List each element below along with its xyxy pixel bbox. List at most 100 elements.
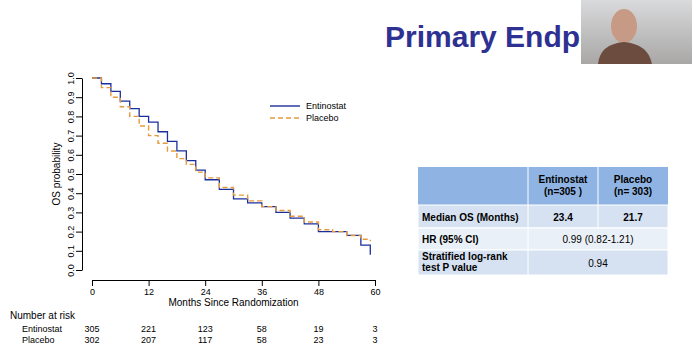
table-cell: Median OS (Months): [422, 212, 519, 223]
y-axis: 0.0 0.1 0.2 0.3 0.4 0.5 0.6 0.7 0.8 0.9 1.0: [66, 72, 83, 277]
webcam-person-body: [598, 42, 652, 64]
y-tick-mark: [76, 155, 82, 156]
x-tick-mark: [262, 280, 263, 286]
y-tick-label: 0.7: [66, 130, 76, 143]
y-tick: 0.3: [66, 207, 82, 220]
y-tick: 0.6: [66, 149, 82, 162]
y-tick-mark: [76, 212, 82, 213]
y-tick-mark: [76, 251, 82, 252]
table-cell: 0.99 (0.82-1.21): [562, 234, 633, 245]
x-tick-mark: [205, 280, 206, 286]
y-tick: 0.2: [66, 226, 82, 239]
x-tick-label: 12: [144, 287, 154, 297]
x-tick-label: 0: [90, 287, 95, 297]
y-tick-label: 0.0: [66, 264, 76, 277]
risk-count: 19: [313, 324, 323, 334]
x-axis-title: Months Since Randomization: [168, 297, 298, 308]
x-tick: 0: [90, 280, 95, 297]
legend-swatch: [270, 105, 300, 106]
table-cell: 21.7: [623, 212, 643, 223]
survival-curve: [92, 78, 370, 255]
risk-count: 58: [257, 335, 267, 345]
y-tick-mark: [76, 270, 82, 271]
y-tick-label: 0.9: [66, 91, 76, 104]
table-cell: HR (95% CI): [422, 234, 479, 245]
y-axis-line: [82, 79, 83, 271]
risk-count: 23: [313, 335, 323, 345]
x-tick: 24: [201, 280, 211, 297]
survival-curve: [92, 78, 370, 241]
plot-area: [92, 78, 370, 255]
table-divider: [528, 167, 529, 275]
table-header-cell: Placebo: [614, 174, 652, 185]
y-tick: 0.1: [66, 245, 82, 258]
risk-table-title: Number at risk: [10, 310, 76, 321]
x-tick-label: 24: [201, 287, 211, 297]
table-row-bg: [418, 205, 668, 228]
slide: Primary Endpo 0.0 0.1 0.2 0.3 0.4 0.5 0.6 0.7 0.8…: [0, 0, 692, 351]
y-tick-label: 0.8: [66, 111, 76, 124]
risk-count: 3: [372, 335, 377, 345]
results-table: Entinostat(n=305 )Placebo(n= 303)Median …: [418, 167, 668, 275]
x-axis-line: [93, 280, 376, 281]
table-header-bg: [418, 167, 668, 205]
table-cell: Stratified log-ranktest P value: [422, 251, 508, 273]
y-tick: 0.0: [66, 264, 82, 277]
x-tick-mark: [92, 280, 93, 286]
x-tick-label: 60: [370, 287, 380, 297]
risk-row-label: Placebo: [22, 335, 55, 345]
y-tick-label: 0.4: [66, 187, 76, 200]
y-tick: 0.9: [66, 91, 82, 104]
y-tick: 1.0: [66, 72, 82, 85]
y-tick-label: 0.2: [66, 226, 76, 239]
risk-count: 305: [84, 324, 99, 334]
y-tick-mark: [76, 78, 82, 79]
legend-label: Placebo: [306, 113, 339, 123]
y-tick: 0.8: [66, 111, 82, 124]
y-tick-label: 1.0: [66, 72, 76, 85]
x-tick: 12: [144, 280, 154, 297]
y-tick: 0.7: [66, 130, 82, 143]
y-tick-mark: [76, 97, 82, 98]
x-tick-mark: [149, 280, 150, 286]
x-tick-label: 36: [257, 287, 267, 297]
x-tick: 36: [257, 280, 267, 297]
y-tick-mark: [76, 193, 82, 194]
legend-item: Placebo: [270, 113, 339, 123]
y-tick-mark: [76, 116, 82, 117]
x-tick: 48: [314, 280, 324, 297]
legend: Entinostat Placebo: [270, 101, 347, 123]
y-axis-title: OS probability: [51, 143, 62, 206]
risk-count: 3: [372, 324, 377, 334]
legend-swatch: [270, 117, 300, 118]
legend-item: Entinostat: [270, 101, 347, 111]
x-tick: 60: [370, 280, 380, 297]
y-tick-label: 0.3: [66, 207, 76, 220]
table-cell: 0.94: [588, 258, 608, 269]
table-cell: 23.4: [553, 212, 573, 223]
y-tick-label: 0.6: [66, 149, 76, 162]
table-row-bg: [418, 228, 668, 250]
x-tick-mark: [318, 280, 319, 286]
y-tick-label: 0.5: [66, 168, 76, 181]
y-tick-label: 0.1: [66, 245, 76, 258]
y-tick-mark: [76, 174, 82, 175]
x-axis: 0 12 24 36 48 60: [90, 280, 381, 297]
table-divider: [598, 167, 599, 228]
risk-count: 221: [141, 324, 156, 334]
risk-count: 207: [141, 335, 156, 345]
x-tick-label: 48: [314, 287, 324, 297]
risk-count: 123: [198, 324, 213, 334]
table-row-bg: [418, 250, 668, 275]
y-tick-mark: [76, 232, 82, 233]
risk-count: 302: [84, 335, 99, 345]
table-header-cell: Entinostat: [539, 174, 589, 185]
slide-title: Primary Endpo: [385, 20, 598, 53]
webcam-person-head: [611, 9, 637, 43]
risk-count: 117: [198, 335, 212, 345]
table-header-cell: (n= 303): [614, 186, 652, 197]
y-tick: 0.4: [66, 187, 82, 200]
x-tick-mark: [375, 280, 376, 286]
risk-count: 58: [257, 324, 267, 334]
risk-row-label: Entinostat: [22, 324, 63, 334]
